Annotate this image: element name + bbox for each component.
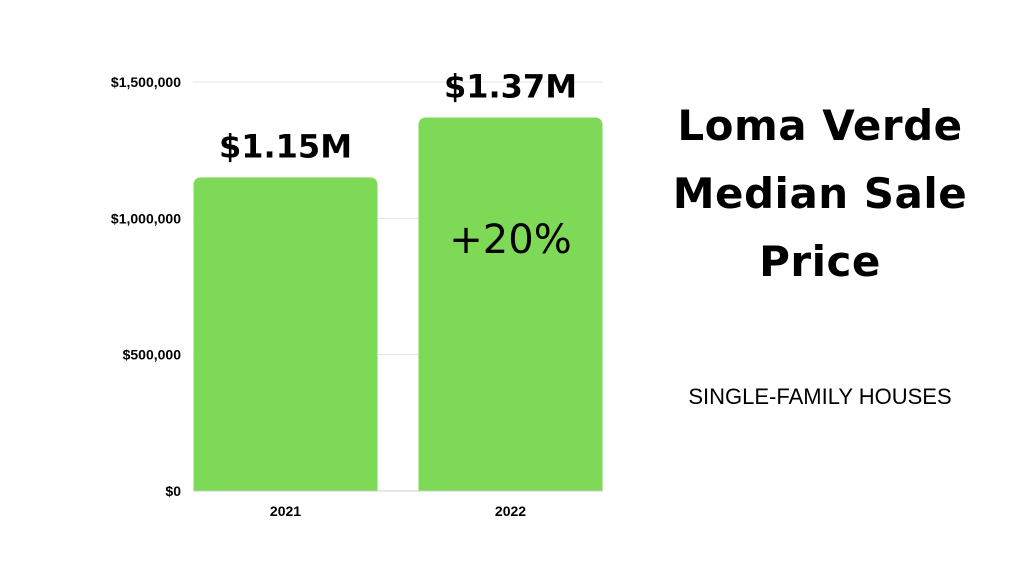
- y-tick-label: $0: [165, 483, 181, 499]
- data-label-2022: $1.37M: [444, 67, 577, 105]
- bar-2021: [193, 177, 378, 491]
- bars-layer: [193, 117, 603, 492]
- title-line-1: Loma Verde: [677, 101, 963, 150]
- axis-layer: $0 $500,000 $1,000,000 $1,500,000 2021 2022: [111, 74, 603, 519]
- y-tick-label: $500,000: [123, 347, 182, 363]
- chart-subtitle: SINGLE-FAMILY HOUSES: [688, 384, 952, 409]
- x-tick-label: 2022: [495, 503, 526, 519]
- chart-title: Loma Verde Median Sale Price: [640, 92, 1000, 296]
- data-label-2021: $1.15M: [219, 127, 352, 165]
- y-tick-label: $1,000,000: [111, 210, 181, 226]
- y-tick-label: $1,500,000: [111, 74, 181, 90]
- x-tick-label: 2021: [270, 503, 301, 519]
- labels-layer: $1.15M $1.37M +20%: [219, 67, 577, 263]
- bar-chart: $0 $500,000 $1,000,000 $1,500,000 2021 2022 $…: [111, 67, 603, 519]
- title-line-2: Median Sale: [672, 169, 968, 218]
- title-line-3: Price: [759, 237, 881, 286]
- change-annotation: +20%: [449, 217, 571, 263]
- bar-2022: [418, 117, 603, 492]
